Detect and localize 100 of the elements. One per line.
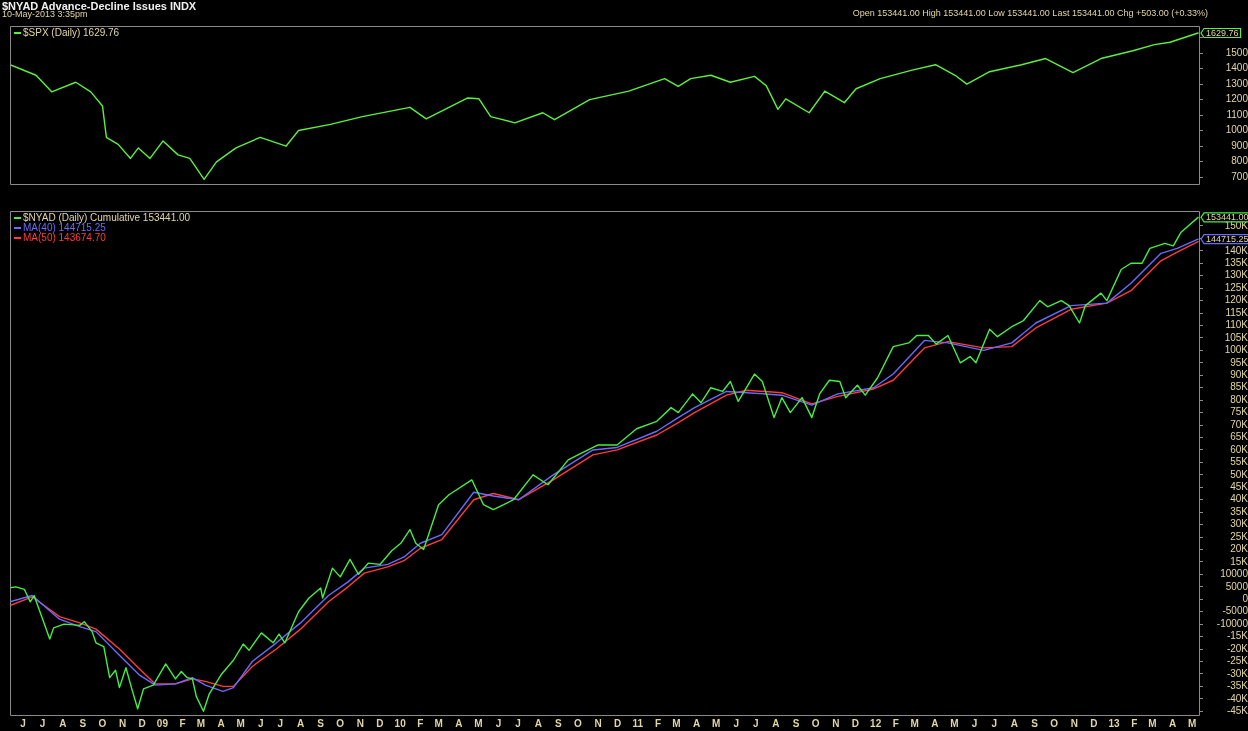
y-tick-label: -15K — [1226, 630, 1248, 642]
legend-label: MA(40) 144715.25 — [23, 221, 107, 233]
x-tick-label: J — [20, 717, 26, 729]
x-tick-label: M — [196, 717, 206, 729]
legend-label: MA(50) 143674.70 — [23, 231, 107, 243]
y-tick-label: 40K — [1230, 493, 1248, 505]
x-tick-label: J — [733, 717, 740, 729]
y-tick-label: 130K — [1224, 269, 1248, 281]
x-tick-label: A — [534, 717, 542, 729]
x-tick-label: N — [119, 717, 127, 729]
x-tick-label: A — [59, 717, 67, 729]
y-tick-label: 35K — [1230, 505, 1248, 517]
x-tick-label: 13 — [1108, 717, 1121, 729]
y-tick-label: -40K — [1226, 692, 1248, 704]
y-tick-label: -20K — [1226, 642, 1248, 654]
x-tick-label: O — [336, 717, 345, 729]
y-tick-label: 700 — [1231, 170, 1248, 182]
y-tick-label: 1100 — [1226, 108, 1248, 120]
x-tick-label: J — [495, 717, 502, 729]
x-tick-label: M — [910, 717, 919, 729]
y-tick-label: 1200 — [1225, 93, 1248, 105]
y-tick-label: 65K — [1230, 431, 1248, 443]
x-tick-label: S — [1031, 717, 1039, 729]
x-tick-label: 09 — [156, 717, 169, 729]
x-tick-label: A — [217, 717, 225, 729]
y-tick-label: 1400 — [1225, 62, 1248, 74]
y-tick-label: 15K — [1230, 555, 1248, 567]
x-tick-label: A — [1010, 717, 1018, 729]
y-tick-label: 800 — [1231, 155, 1248, 167]
x-tick-label: S — [317, 717, 325, 729]
y-tick-label: 60K — [1230, 443, 1248, 455]
x-tick-label: J — [39, 717, 46, 729]
x-tick-label: F — [655, 717, 662, 729]
x-tick-label: M — [711, 717, 721, 729]
text: Open 153441.00 High 153441.00 Low 153441.00 Last 153441.00 Chg +503.00 (+0.33%) — [852, 8, 1208, 18]
y-tick-label: 1300 — [1225, 77, 1248, 89]
y-tick-label: 70K — [1230, 418, 1248, 430]
x-tick-label: S — [792, 717, 800, 729]
x-tick-label: J — [991, 717, 997, 729]
y-tick-label: -10000 — [1216, 617, 1248, 629]
y-tick-label: -30K — [1226, 667, 1248, 679]
x-tick-label: M — [1148, 717, 1157, 729]
x-tick-label: D — [1090, 717, 1098, 729]
y-tick-label: 55K — [1230, 456, 1248, 468]
x-tick-label: J — [971, 717, 978, 729]
y-tick-label: 1000 — [1225, 124, 1248, 136]
x-tick-label: A — [1169, 717, 1177, 729]
y-tick-label: -25K — [1226, 655, 1248, 667]
y-tick-label: -45K — [1226, 705, 1248, 717]
y-tick-label: 140K — [1224, 244, 1248, 256]
y-tick-label: 125K — [1224, 281, 1248, 293]
x-tick-label: J — [753, 717, 759, 729]
legend-label: $SPX (Daily) 1629.76 — [23, 26, 120, 38]
x-tick-label: M — [236, 717, 245, 729]
y-tick-label: 135K — [1224, 257, 1248, 269]
x-tick-label: M — [1188, 717, 1197, 729]
x-tick-label: S — [555, 717, 563, 729]
x-tick-label: A — [296, 717, 305, 729]
x-tick-label: J — [515, 717, 521, 729]
y-tick-label: 110K — [1225, 319, 1248, 331]
x-tick-label: 11 — [632, 717, 644, 729]
y-tick-label: 30K — [1230, 518, 1248, 530]
x-tick-label: D — [851, 717, 860, 729]
y-tick-label: 85K — [1230, 381, 1248, 393]
x-tick-label: J — [277, 717, 284, 729]
y-tick-label: 115K — [1225, 306, 1248, 318]
y-tick-label: 45K — [1230, 481, 1248, 493]
y-tick-label: 10000 — [1220, 568, 1248, 580]
y-tick-label: 120K — [1224, 294, 1248, 306]
x-tick-label: N — [832, 717, 840, 729]
x-tick-label: O — [1050, 717, 1059, 729]
y-tick-label: 80K — [1230, 393, 1248, 405]
y-tick-label: 75K — [1230, 406, 1248, 418]
legend-label: $NYAD (Daily) Cumulative 153441.00 — [23, 211, 191, 223]
x-tick-label: O — [574, 717, 583, 729]
x-tick-label: A — [455, 717, 463, 729]
x-tick-label: 12 — [870, 717, 882, 729]
x-tick-label: M — [474, 717, 483, 729]
y-tick-label: 105K — [1224, 331, 1248, 343]
chart-title: $NYAD Advance-Decline Issues INDX — [2, 0, 197, 12]
x-tick-label: A — [772, 717, 780, 729]
x-tick-label: M — [434, 717, 443, 729]
x-tick-label: N — [594, 717, 602, 729]
x-tick-label: F — [892, 717, 899, 729]
x-tick-label: M — [672, 717, 681, 729]
x-tick-label: O — [811, 717, 820, 729]
x-tick-label: J — [257, 717, 264, 729]
annotation: 144715.25 — [1206, 234, 1248, 245]
x-tick-label: D — [138, 717, 146, 729]
x-tick-label: N — [356, 717, 365, 729]
x-tick-label: F — [417, 717, 424, 729]
x-tick-label: N — [1070, 717, 1078, 729]
y-tick-label: 1500 — [1225, 46, 1248, 58]
annotation: 1629.76 — [1206, 27, 1239, 38]
y-tick-label: 50K — [1230, 468, 1248, 480]
y-tick-label: 100K — [1224, 344, 1248, 356]
x-tick-label: O — [98, 717, 107, 729]
y-tick-label: -35K — [1226, 680, 1248, 692]
x-tick-label: F — [1131, 717, 1138, 729]
x-tick-label: D — [614, 717, 622, 729]
